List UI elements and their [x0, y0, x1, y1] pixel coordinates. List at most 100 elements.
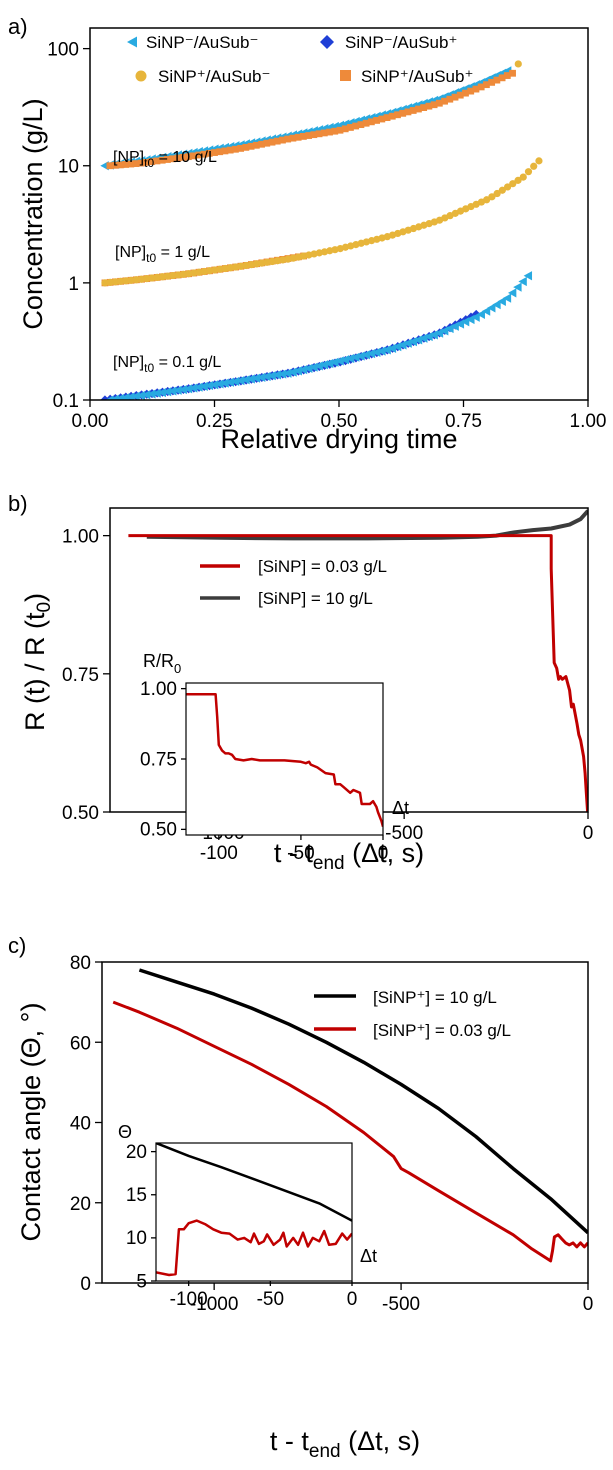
data-point: [289, 134, 297, 142]
panel-b-legend: [SiNP] = 0.03 g/L [SiNP] = 10 g/L: [200, 557, 387, 608]
data-point: [157, 387, 167, 398]
data-point: [420, 104, 428, 111]
data-point: [419, 333, 428, 343]
data-point: [211, 149, 218, 156]
data-point: [173, 385, 182, 395]
panel-c-xlabel: t - tend (Δt, s): [270, 1426, 420, 1462]
data-point: [320, 129, 328, 137]
data-point: [158, 156, 166, 164]
annotation-1gl: [NP]t0 = 1 g/L: [115, 244, 210, 265]
legend-marker-triangle-left: [127, 36, 137, 48]
x-tick-label: 0: [378, 843, 389, 864]
data-point: [507, 288, 517, 298]
data-point: [413, 335, 423, 345]
legend-label: SiNP⁻/AuSub⁻: [146, 33, 258, 52]
data-point: [383, 114, 391, 122]
data-point: [137, 275, 146, 283]
data-point: [168, 386, 177, 396]
data-point: [451, 93, 459, 101]
panel-a-label: a): [8, 14, 28, 39]
data-point: [497, 296, 506, 306]
data-point: [367, 118, 375, 126]
y-tick-label: 20: [126, 1142, 147, 1163]
x-tick-label: -500: [385, 823, 423, 844]
data-point: [498, 74, 506, 82]
data-point: [190, 152, 197, 160]
data-point: [164, 156, 171, 163]
data-point: [158, 273, 167, 281]
data-point: [101, 279, 109, 287]
data-point: [294, 133, 302, 141]
data-point: [483, 81, 490, 89]
data-point: [236, 376, 245, 386]
data-point: [347, 124, 354, 131]
data-point: [199, 381, 208, 391]
data-point: [241, 375, 250, 385]
series-line-0-03gl: [112, 1000, 588, 1263]
data-point: [345, 353, 355, 364]
data-point: [299, 133, 307, 140]
data-point: [132, 276, 140, 284]
data-point: [310, 131, 318, 139]
data-point: [251, 373, 261, 383]
legend-label: [SiNP⁺] = 0.03 g/L: [373, 1021, 511, 1040]
inset-xlabel: Δt: [360, 1246, 377, 1266]
data-point: [252, 141, 260, 149]
data-point: [371, 347, 381, 357]
data-point: [131, 391, 140, 400]
data-point: [456, 91, 464, 99]
data-point: [284, 135, 292, 143]
x-tick-label: -50: [257, 1289, 284, 1310]
data-point: [268, 138, 276, 146]
annotation-0-1gl: [NP]t0 = 0.1 g/L: [113, 354, 221, 375]
data-point: [403, 338, 412, 348]
data-point: [340, 355, 350, 365]
data-point: [514, 60, 522, 68]
data-point: [204, 380, 214, 391]
data-point: [518, 276, 527, 287]
data-point: [141, 390, 151, 400]
data-point: [441, 97, 448, 105]
data-point: [137, 159, 145, 167]
data-point: [162, 387, 172, 397]
data-point: [226, 146, 234, 154]
x-tick-label: -500: [382, 1294, 420, 1315]
data-point: [184, 153, 192, 161]
data-point: [409, 107, 417, 114]
y-tick-label: 40: [70, 1114, 91, 1135]
data-point: [127, 276, 135, 284]
data-point: [498, 186, 506, 194]
data-point: [341, 125, 349, 133]
y-tick-label: 0: [80, 1274, 91, 1295]
legend-label: SiNP⁺/AuSub⁺: [361, 67, 473, 86]
y-tick-label: 5: [136, 1271, 147, 1292]
x-tick-label: 0.50: [321, 411, 358, 432]
legend-label: SiNP⁺/AuSub⁻: [158, 67, 270, 86]
series-line-0-03gl: [128, 534, 588, 812]
data-point: [462, 89, 469, 97]
data-point: [502, 293, 512, 303]
panel-c-plot-area: [112, 968, 588, 1263]
data-point: [298, 365, 308, 375]
panel-a-annotations: [NP]t0 = 10 g/L [NP]t0 = 1 g/L [NP]t0 = …: [113, 149, 221, 375]
panel-c-label: c): [8, 933, 26, 958]
data-point: [178, 384, 187, 395]
data-point: [132, 160, 140, 167]
data-point: [356, 351, 365, 361]
data-point: [467, 87, 475, 95]
data-point: [153, 273, 161, 281]
panel-c-ylabel: Contact angle (Θ, °): [16, 1003, 46, 1242]
inset-bg: [186, 683, 383, 835]
data-point: [335, 356, 344, 366]
data-point: [237, 144, 245, 152]
y-tick-label: 0.75: [62, 665, 99, 686]
data-point: [513, 282, 522, 292]
data-point: [477, 83, 485, 91]
x-tick-label: -100: [200, 843, 238, 864]
data-point: [398, 340, 407, 350]
data-point: [425, 102, 433, 110]
panel-a-axes: 0.00 0.25 0.50 0.75 1.00 0.1 1 10 100: [47, 40, 606, 432]
